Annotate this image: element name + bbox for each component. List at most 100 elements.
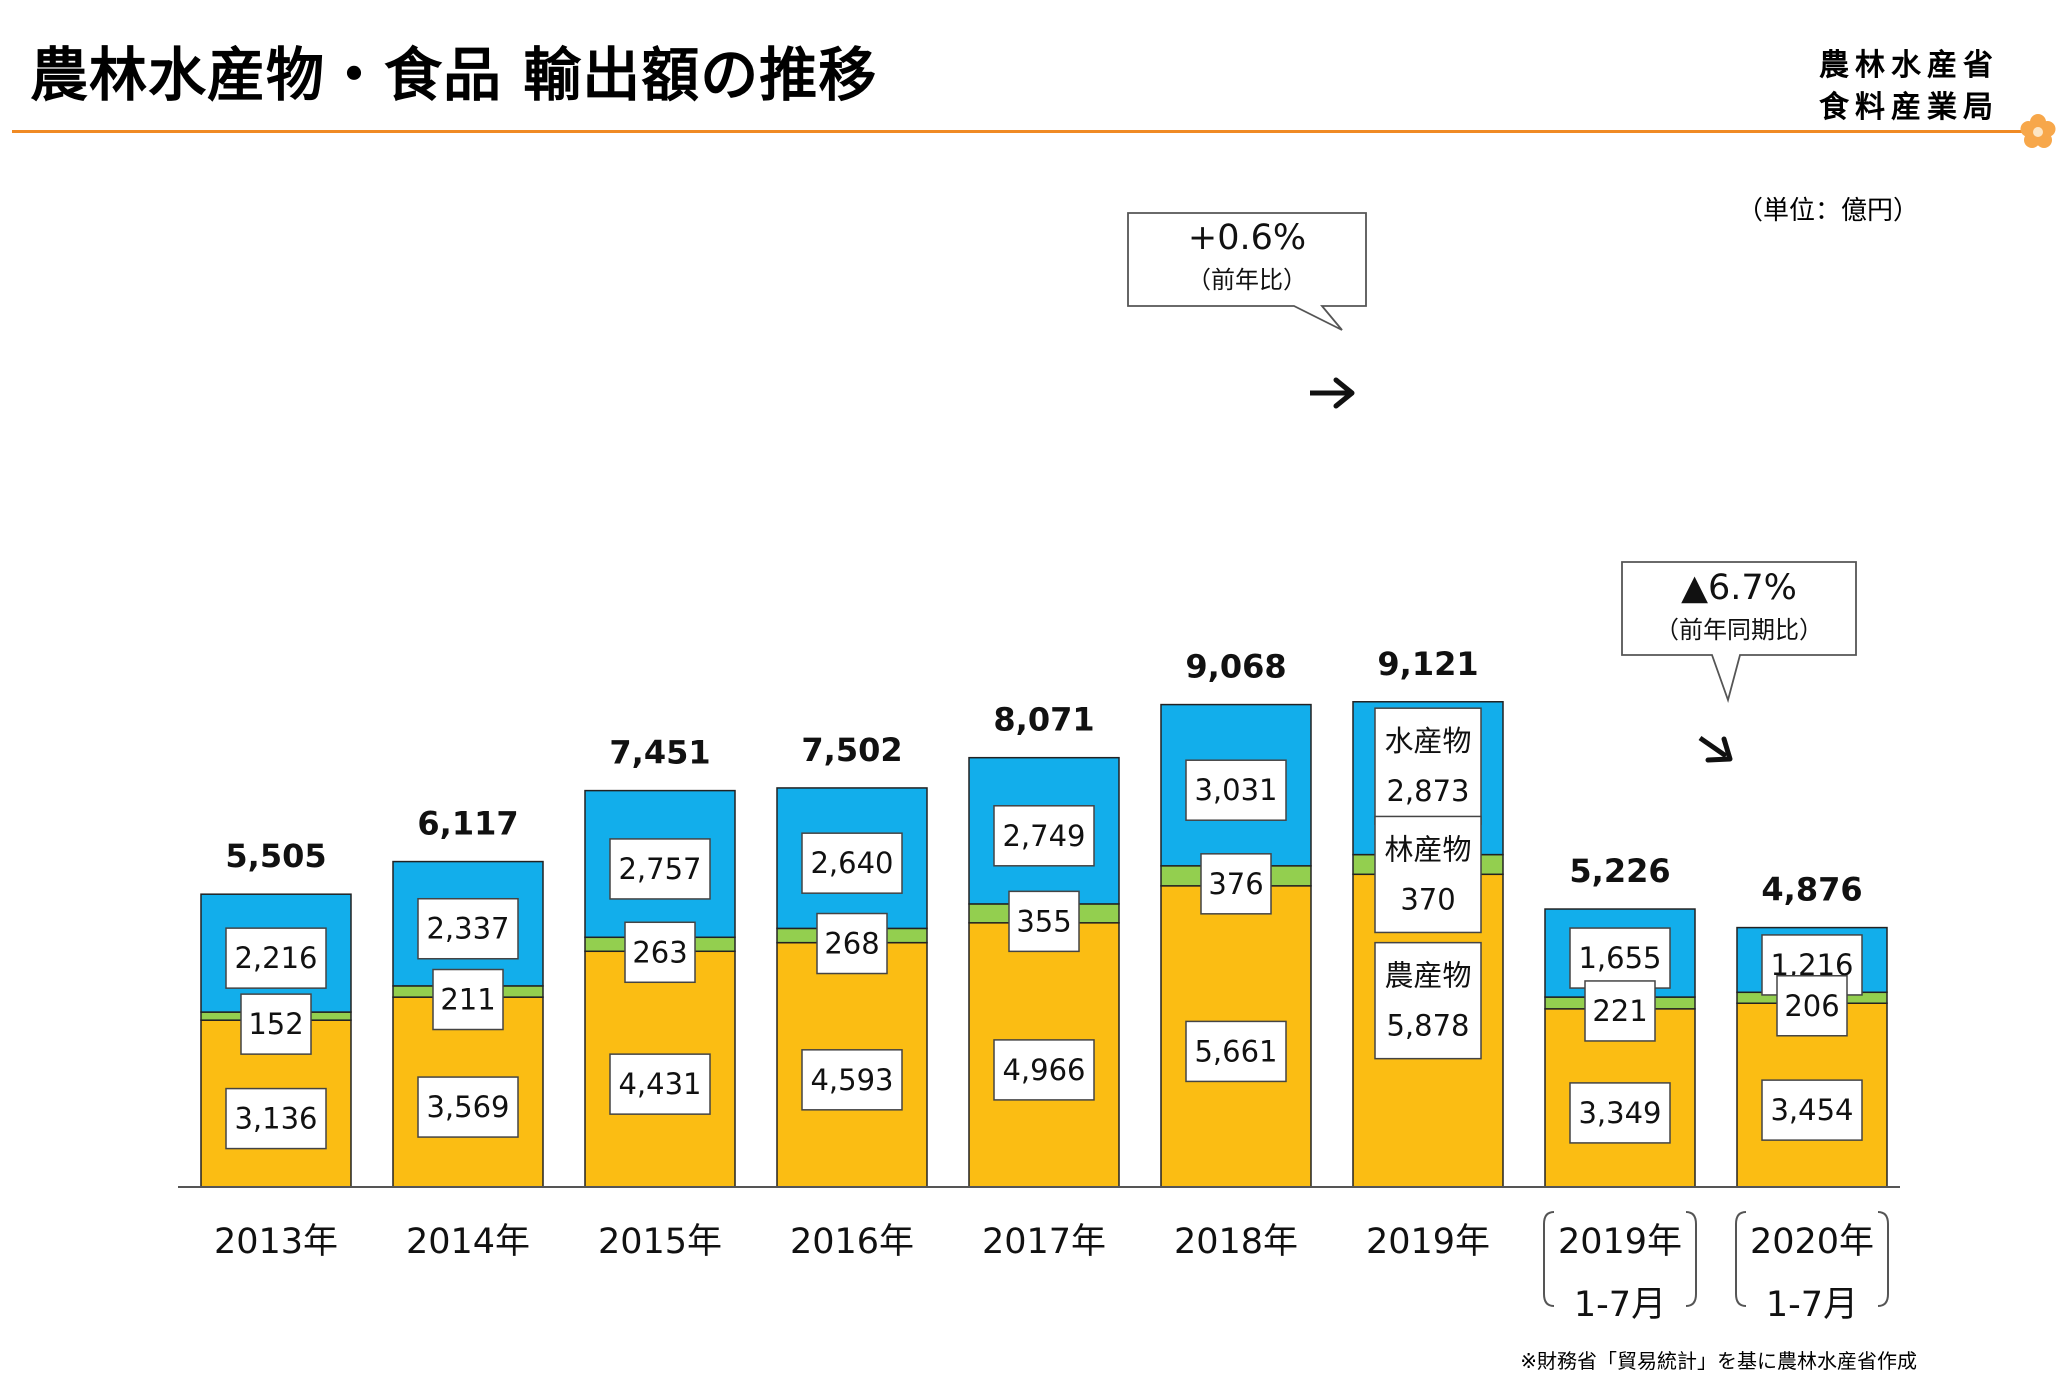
- forestry-value-label: 林産物: [1384, 832, 1471, 866]
- fishery-value-label: 2,216: [234, 941, 317, 975]
- agriculture-value-label: 5,878: [1386, 1009, 1469, 1043]
- bracket-left: [1543, 1211, 1555, 1307]
- bar-fishery: [1352, 701, 1504, 856]
- fishery-value-label-box: [225, 927, 327, 989]
- fishery-value-label: 2,337: [426, 912, 509, 946]
- fishery-value-label-box: [1185, 759, 1287, 821]
- agriculture-value-label-box: [1569, 1082, 1671, 1144]
- forestry-value-label: 263: [632, 935, 687, 969]
- agriculture-value-label: 農産物: [1384, 959, 1471, 993]
- fishery-value-label-box: [801, 832, 903, 894]
- bar-agriculture: [1160, 885, 1312, 1188]
- bar-fishery: [584, 789, 736, 939]
- page-title: 農林水産物・食品 輸出額の推移: [30, 41, 878, 109]
- bureau-name: 食料産業局: [1819, 90, 1999, 125]
- annotation-yoy-box: [1127, 212, 1367, 331]
- bar-agriculture: [1544, 1008, 1696, 1188]
- bar-total-label: 7,451: [609, 734, 710, 772]
- agriculture-value-label: 4,966: [1002, 1053, 1085, 1087]
- forestry-value-label-box: [432, 968, 504, 1031]
- agriculture-value-label-box: [1761, 1079, 1863, 1141]
- bar-agriculture: [584, 950, 736, 1188]
- agriculture-value-label-box: [417, 1076, 519, 1138]
- forestry-value-label-box: [1008, 890, 1080, 953]
- forestry-value-label: 221: [1592, 994, 1647, 1028]
- forestry-value-label: 370: [1400, 882, 1455, 916]
- forestry-value-label: 376: [1208, 867, 1263, 901]
- header-rule: [12, 130, 2028, 133]
- decrease-arrow: [1698, 735, 1728, 759]
- agriculture-value-label: 4,431: [618, 1067, 701, 1101]
- fishery-value-label-box: [609, 838, 711, 900]
- bar-fishery: [1736, 926, 1888, 994]
- forestry-value-label-box: [1374, 815, 1482, 934]
- agriculture-value-label-box: [801, 1049, 903, 1111]
- bar-total-label: 9,068: [1185, 648, 1286, 686]
- fishery-value-label: 1,216: [1770, 948, 1853, 982]
- x-tick-label: 2013年: [214, 1222, 338, 1262]
- forestry-value-label: 211: [440, 983, 495, 1017]
- fishery-value-label-box: [993, 805, 1095, 867]
- forestry-value-label-box: [816, 912, 888, 975]
- bar-total-label: 5,226: [1569, 852, 1670, 890]
- agriculture-value-label: 3,349: [1578, 1096, 1661, 1130]
- forestry-value-label: 152: [248, 1007, 303, 1041]
- bar-forestry: [584, 936, 736, 953]
- x-tick-label: 2017年: [982, 1222, 1106, 1262]
- bracket-right: [1877, 1211, 1889, 1307]
- ministry-name: 農林水産省: [1819, 48, 1999, 83]
- agriculture-value-label-box: [1374, 941, 1482, 1060]
- bar-fishery: [1160, 703, 1312, 867]
- bar-agriculture: [1352, 873, 1504, 1188]
- agriculture-value-label: 3,136: [234, 1102, 317, 1136]
- decrease-arrow-head: [1705, 736, 1733, 763]
- bar-fishery: [392, 860, 544, 987]
- forestry-value-label: 206: [1784, 989, 1839, 1023]
- bar-forestry: [776, 927, 928, 944]
- fishery-value-label: 2,749: [1002, 819, 1085, 853]
- agriculture-value-label: 3,569: [426, 1090, 509, 1124]
- forestry-value-label-box: [1584, 980, 1656, 1042]
- bar-fishery: [200, 893, 352, 1013]
- forestry-value-label: 355: [1016, 904, 1071, 938]
- annotation-yoy-subtext: （前年比）: [1187, 266, 1307, 294]
- bar-agriculture: [1736, 1002, 1888, 1188]
- x-tick-label: 2014年: [406, 1222, 530, 1262]
- fishery-value-label: 2,873: [1386, 774, 1469, 808]
- bracket-right: [1685, 1211, 1697, 1307]
- fishery-value-label-box: [1569, 927, 1671, 989]
- x-tick-label: 2020年: [1750, 1222, 1874, 1262]
- unit-note: （単位：億円）: [1736, 196, 1919, 226]
- bar-fishery: [776, 787, 928, 930]
- forestry-value-label: 268: [824, 927, 879, 961]
- annotation-yoy-text: +0.6%: [1188, 218, 1306, 258]
- bar-forestry: [1736, 991, 1888, 1004]
- bar-forestry: [1160, 865, 1312, 887]
- forestry-value-label-box: [240, 993, 312, 1055]
- bar-agriculture: [200, 1019, 352, 1188]
- bar-total-label: 6,117: [417, 805, 518, 843]
- bracket-left: [1735, 1211, 1747, 1307]
- agriculture-value-label-box: [225, 1087, 327, 1150]
- agriculture-value-label-box: [609, 1053, 711, 1115]
- bar-total-label: 9,121: [1377, 645, 1478, 683]
- fishery-value-label: 2,757: [618, 852, 701, 886]
- bar-fishery: [1544, 908, 1696, 998]
- agriculture-value-label: 3,454: [1770, 1093, 1853, 1127]
- annotation-period-text: ▲6.7%: [1681, 568, 1797, 608]
- agriculture-value-label: 4,593: [810, 1063, 893, 1097]
- annotation-period-box: [1621, 561, 1857, 704]
- bar-total-label: 4,876: [1761, 871, 1862, 909]
- forestry-value-label-box: [624, 921, 696, 984]
- fishery-value-label-box: [1374, 707, 1482, 825]
- agriculture-value-label-box: [993, 1039, 1095, 1101]
- flower-icon: [2020, 114, 2056, 148]
- source-note: ※財務省「貿易統計」を基に農林水産省作成: [1520, 1349, 1917, 1373]
- fishery-value-label: 3,031: [1194, 773, 1277, 807]
- bar-total-label: 7,502: [801, 731, 902, 769]
- agriculture-value-label: 5,661: [1194, 1034, 1277, 1068]
- bar-forestry: [200, 1011, 352, 1021]
- increase-arrow-head: [1333, 377, 1355, 409]
- x-tick-label: 2019年: [1366, 1222, 1490, 1262]
- bar-forestry: [1352, 853, 1504, 876]
